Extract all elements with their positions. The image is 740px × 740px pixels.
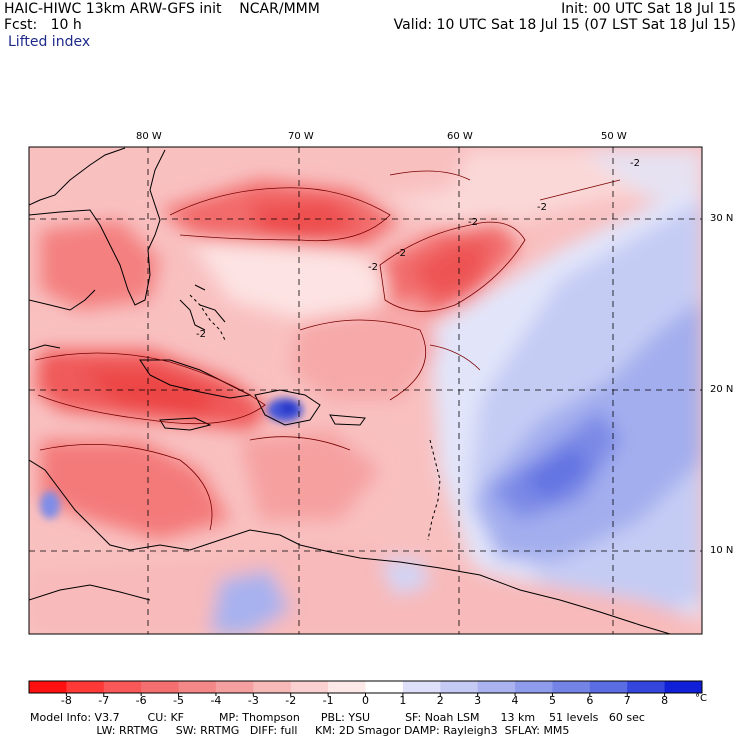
colorbar-swatch xyxy=(664,681,703,693)
colorbar-swatch xyxy=(589,681,628,693)
colorbar-swatch xyxy=(402,681,441,693)
colorbar-unit: °C xyxy=(695,693,707,704)
init-time: Init: 00 UTC Sat 18 Jul 15 xyxy=(561,1,736,17)
colorbar-tick-label: -7 xyxy=(98,694,110,707)
graticule xyxy=(29,147,702,634)
colorbar-tick-label: -1 xyxy=(322,694,334,707)
colorbar-swatch xyxy=(215,681,254,693)
colorbar-tick-label: 1 xyxy=(399,694,407,707)
model-info-line1: Model Info: V3.7 CU: KF MP: Thompson PBL… xyxy=(30,711,645,724)
model-info-line2: LW: RRTMG SW: RRTMG DIFF: full KM: 2D Sm… xyxy=(30,724,570,737)
colorbar-tick-label: 8 xyxy=(661,694,669,707)
colorbar-tick-label: 6 xyxy=(586,694,594,707)
contour-label: -2 xyxy=(537,202,547,213)
lat-label-30n: 30 N xyxy=(710,213,734,224)
plot-title: HAIC-HIWC 13km ARW-GFS init NCAR/MMM xyxy=(4,1,320,17)
contour-label: -2 xyxy=(396,248,406,259)
colorbar-tick-label: -3 xyxy=(247,694,259,707)
contour-label: -2 xyxy=(468,217,478,228)
lat-label-20n: 20 N xyxy=(710,384,734,395)
map-field xyxy=(29,147,702,634)
contour-label: -2 xyxy=(368,262,378,273)
dashed-contours xyxy=(189,294,441,541)
colorbar-swatch xyxy=(29,681,67,693)
colorbar-tick-label: 3 xyxy=(474,694,482,707)
colorbar-swatch xyxy=(66,681,105,693)
colorbar-tick-label: 7 xyxy=(623,694,631,707)
colorbar-swatch xyxy=(328,681,366,693)
contour-label: -2 xyxy=(630,158,640,169)
lon-label-50w: 50 W xyxy=(601,131,627,142)
colorbar-tick-label: -5 xyxy=(173,694,185,707)
colorbar-tick-label: 0 xyxy=(362,694,369,707)
forecast-hour: Fcst: 10 h xyxy=(4,17,82,33)
colorbar-swatch xyxy=(103,681,142,693)
colorbar-swatch xyxy=(440,681,479,693)
colorbar-tick-label: -6 xyxy=(135,694,147,707)
colorbar-tick-label: -4 xyxy=(210,694,222,707)
contour-label: -2 xyxy=(196,329,206,340)
colorbar-tick-label: 5 xyxy=(548,694,556,707)
colorbar-swatch xyxy=(290,681,329,693)
valid-time: Valid: 10 UTC Sat 18 Jul 15 (07 LST Sat … xyxy=(393,17,736,33)
colorbar-swatch xyxy=(515,681,553,693)
map-frame xyxy=(28,146,703,635)
coastlines xyxy=(29,147,671,634)
colorbar-swatch xyxy=(477,681,516,693)
lon-label-60w: 60 W xyxy=(447,131,473,142)
lon-label-70w: 70 W xyxy=(288,131,314,142)
colorbar-tick-label: 4 xyxy=(511,694,519,707)
colorbar-swatch xyxy=(178,681,217,693)
colorbar-swatch xyxy=(627,681,666,693)
colorbar-swatch xyxy=(552,681,591,693)
colorbar-tick-label: 2 xyxy=(436,694,444,707)
colorbar-swatch xyxy=(253,681,292,693)
colorbar-swatch xyxy=(141,681,180,693)
field-name: Lifted index xyxy=(8,34,91,50)
contours xyxy=(34,170,621,531)
colorbar-tick-label: -2 xyxy=(285,694,297,707)
lon-label-80w: 80 W xyxy=(136,131,162,142)
lat-label-10n: 10 N xyxy=(710,545,734,556)
colorbar-swatch xyxy=(365,681,404,693)
colorbar-tick-label: -8 xyxy=(60,694,72,707)
